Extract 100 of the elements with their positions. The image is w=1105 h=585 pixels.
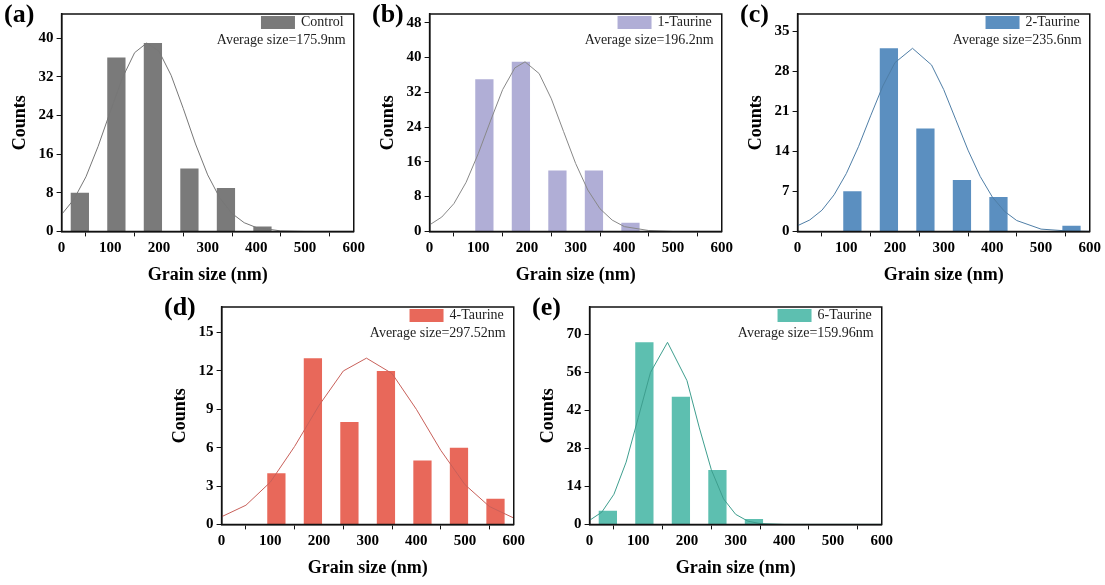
x-tick-label: 300 <box>356 532 379 549</box>
legend-label: 2-Taurine <box>1025 13 1080 29</box>
bar <box>303 358 323 524</box>
y-tick-label: 35 <box>774 22 790 39</box>
y-tick-label: 0 <box>46 222 54 239</box>
x-tick-label: 300 <box>564 239 587 256</box>
x-tick-label: 0 <box>425 239 434 256</box>
x-tick-label: 300 <box>932 239 955 256</box>
x-tick-label: 500 <box>661 239 685 256</box>
legend-label: 6-Taurine <box>817 306 872 322</box>
y-tick-label: 32 <box>406 83 422 100</box>
annotation: Average size=159.96nm <box>737 324 874 340</box>
y-tick-label: 0 <box>414 222 422 239</box>
y-tick-label: 8 <box>46 183 54 200</box>
x-tick-label: 400 <box>613 239 636 256</box>
x-tick-label: 100 <box>99 239 122 256</box>
x-tick-label: 0 <box>57 239 66 256</box>
x-axis-title: Grain size (nm) <box>675 556 796 578</box>
y-tick-label: 48 <box>406 13 422 30</box>
y-tick-label: 56 <box>566 363 583 380</box>
y-tick-label: 0 <box>574 515 582 532</box>
x-tick-label: 600 <box>502 532 525 549</box>
legend-label: 1-Taurine <box>657 13 712 29</box>
y-tick-label: 14 <box>774 142 791 159</box>
bar <box>376 370 396 524</box>
y-tick-label: 6 <box>206 438 215 455</box>
x-tick-label: 600 <box>710 239 733 256</box>
y-tick-label: 16 <box>406 152 423 169</box>
x-tick-label: 400 <box>981 239 1004 256</box>
x-tick-label: 600 <box>870 532 893 549</box>
bar <box>952 179 972 231</box>
y-axis-title: Counts <box>745 95 766 151</box>
x-tick-label: 100 <box>467 239 490 256</box>
y-axis-title: Counts <box>537 388 558 444</box>
annotation: Average size=297.52nm <box>369 324 506 340</box>
bar <box>916 128 935 231</box>
bar <box>671 396 691 524</box>
x-tick-label: 500 <box>293 239 317 256</box>
y-tick-label: 15 <box>198 323 214 340</box>
y-axis-title: Counts <box>377 95 398 151</box>
y-tick-label: 70 <box>566 325 582 342</box>
chart-title: (a) <box>4 0 35 28</box>
x-axis-title: Grain size (nm) <box>515 263 636 285</box>
x-tick-label: 600 <box>1078 239 1101 256</box>
x-tick-label: 500 <box>821 532 845 549</box>
x-tick-label: 200 <box>307 532 331 549</box>
bar <box>413 460 432 524</box>
bar <box>449 447 469 524</box>
y-tick-label: 14 <box>566 477 583 494</box>
x-axis-title: Grain size (nm) <box>147 263 268 285</box>
annotation: Average size=196.2nm <box>584 31 714 47</box>
x-tick-label: 600 <box>342 239 365 256</box>
bar <box>584 170 604 231</box>
x-tick-label: 100 <box>259 532 282 549</box>
y-tick-label: 32 <box>38 67 54 84</box>
legend-label: Control <box>300 13 344 29</box>
bar <box>548 170 567 231</box>
y-tick-label: 24 <box>406 117 423 134</box>
x-tick-label: 100 <box>627 532 650 549</box>
y-tick-label: 0 <box>206 515 214 532</box>
x-tick-label: 200 <box>515 239 539 256</box>
bar <box>475 79 494 231</box>
y-tick-label: 40 <box>406 48 422 65</box>
y-tick-label: 42 <box>566 401 582 418</box>
y-tick-label: 3 <box>206 476 214 493</box>
y-tick-label: 12 <box>198 361 214 378</box>
x-tick-label: 500 <box>453 532 477 549</box>
x-tick-label: 0 <box>217 532 226 549</box>
annotation: Average size=235.6nm <box>952 31 1082 47</box>
bar <box>180 168 199 231</box>
x-axis-title: Grain size (nm) <box>307 556 428 578</box>
y-tick-label: 24 <box>38 106 55 123</box>
x-tick-label: 300 <box>196 239 219 256</box>
y-tick-label: 40 <box>38 29 54 46</box>
x-tick-label: 100 <box>835 239 858 256</box>
x-tick-label: 0 <box>585 532 594 549</box>
bar <box>340 422 359 524</box>
bar <box>708 470 727 524</box>
x-tick-label: 400 <box>773 532 796 549</box>
bar <box>486 498 505 524</box>
x-tick-label: 500 <box>1029 239 1053 256</box>
x-axis-title: Grain size (nm) <box>883 263 1004 285</box>
y-tick-label: 28 <box>774 62 790 79</box>
x-tick-label: 200 <box>883 239 907 256</box>
bar <box>879 48 899 231</box>
annotation: Average size=175.9nm <box>216 31 346 47</box>
y-tick-label: 9 <box>206 400 214 417</box>
chart-title: (c) <box>740 0 769 28</box>
x-tick-label: 200 <box>675 532 699 549</box>
y-axis-title: Counts <box>9 95 30 151</box>
y-tick-label: 8 <box>414 187 422 204</box>
y-tick-label: 0 <box>782 222 790 239</box>
bar <box>635 342 654 524</box>
legend-label: 4-Taurine <box>449 306 504 322</box>
x-tick-label: 300 <box>724 532 747 549</box>
y-tick-label: 7 <box>782 182 791 199</box>
y-tick-label: 16 <box>38 144 55 161</box>
bar <box>843 191 862 231</box>
bar <box>267 473 286 524</box>
x-tick-label: 0 <box>793 239 802 256</box>
